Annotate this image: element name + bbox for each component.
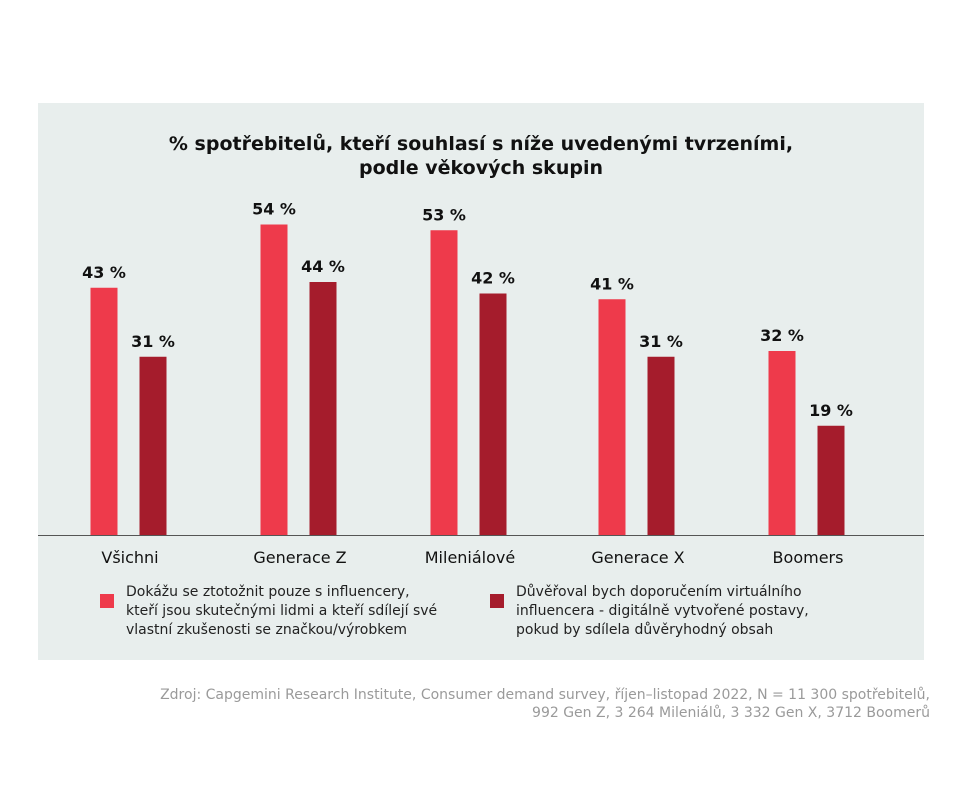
category-label: Mileniálové	[425, 548, 515, 567]
legend-label-line: Důvěřoval bych doporučením virtuálního	[516, 584, 802, 600]
bar-2-boomers	[817, 425, 845, 535]
data-label: 19 %	[809, 401, 853, 420]
chart-title-line-2: podle věkových skupin	[358, 157, 603, 179]
data-label: 31 %	[131, 332, 175, 351]
category-label: Generace Z	[253, 548, 346, 567]
chart-title-line-1: % spotřebitelů, kteří souhlasí s níže uv…	[168, 133, 794, 155]
data-label: 44 %	[301, 257, 345, 276]
bar-1-boomers	[768, 351, 796, 535]
legend-swatch-series-2	[490, 594, 504, 608]
source-line-2: 992 Gen Z, 3 264 Mileniálů, 3 332 Gen X,…	[532, 705, 930, 721]
legend-label-line: kteří jsou skutečnými lidmi a kteří sdíl…	[126, 603, 438, 619]
legend-label-line: pokud by sdílela důvěryhodný obsah	[516, 622, 774, 638]
legend-label-series-2: Důvěřoval bych doporučením virtuálního i…	[516, 583, 809, 640]
bar-2-generace-z	[309, 282, 337, 535]
legend-label-line: vlastní zkušenosti se značkou/výrobkem	[126, 622, 408, 638]
source-note: Zdroj: Capgemini Research Institute, Con…	[160, 686, 930, 722]
legend-item-series-1: Dokážu se ztotožnit pouze s influencery,…	[100, 583, 437, 640]
data-label: 53 %	[422, 205, 466, 224]
legend-label-series-1: Dokážu se ztotožnit pouze s influencery,…	[126, 583, 437, 640]
data-label: 54 %	[252, 200, 296, 219]
data-label: 42 %	[471, 269, 515, 288]
category-label: Všichni	[101, 548, 158, 567]
bar-2-mileniálové	[479, 293, 507, 535]
data-label: 31 %	[639, 332, 683, 351]
chart-title: % spotřebitelů, kteří souhlasí s níže uv…	[38, 132, 924, 180]
data-label: 32 %	[760, 326, 804, 345]
data-label: 41 %	[590, 274, 634, 293]
category-label: Generace X	[591, 548, 684, 567]
legend-swatch-series-1	[100, 594, 114, 608]
bar-2-všichni	[139, 356, 167, 535]
bar-1-všichni	[90, 287, 118, 535]
bar-1-mileniálové	[430, 230, 458, 535]
data-label: 43 %	[82, 263, 126, 282]
legend-item-series-2: Důvěřoval bych doporučením virtuálního i…	[490, 583, 809, 640]
source-line-1: Zdroj: Capgemini Research Institute, Con…	[160, 687, 930, 703]
category-label: Boomers	[773, 548, 844, 567]
legend-label-line: influencera - digitálně vytvořené postav…	[516, 603, 809, 619]
legend-label-line: Dokážu se ztotožnit pouze s influencery,	[126, 584, 410, 600]
bar-2-generace-x	[647, 356, 675, 535]
bar-1-generace-z	[260, 224, 288, 535]
bar-1-generace-x	[598, 299, 626, 535]
